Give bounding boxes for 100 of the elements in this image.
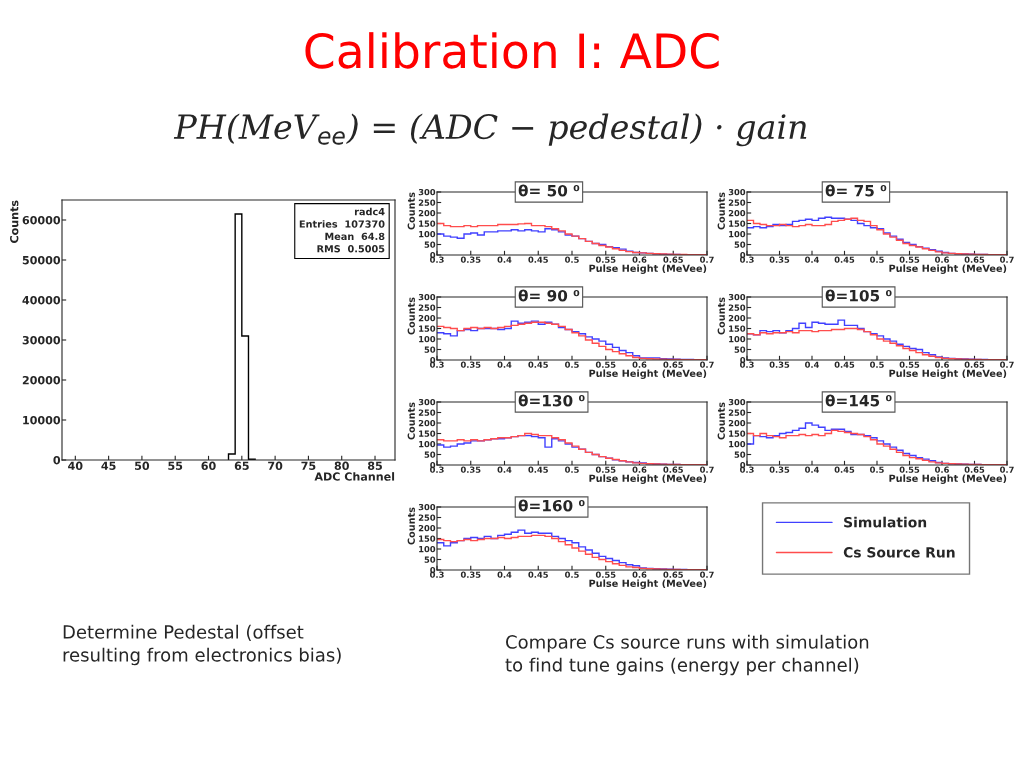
x-tick-label: 0.45	[528, 361, 548, 368]
y-tick-label: 200	[728, 209, 746, 217]
y-tick-label: 300	[728, 293, 746, 301]
y-tick-label: 200	[418, 209, 436, 217]
y-axis-title: Counts	[717, 402, 725, 440]
chart-title: θ= 90 ⁰	[518, 289, 580, 302]
x-tick-label: 0.7	[700, 571, 714, 578]
x-tick-label: 0.6	[935, 256, 949, 263]
text: Determine Pedestal (offset resulting from electronics bias)	[63, 624, 341, 666]
x-tick-label: 0.65	[663, 571, 683, 578]
x-tick-label: 0.5	[565, 466, 579, 473]
y-tick-label: 100	[419, 545, 436, 553]
x-tick-label: 0.5	[870, 256, 884, 263]
y-tick-label: 150	[729, 430, 746, 437]
y-tick-label: 50	[424, 451, 436, 458]
y-tick-label: 250	[418, 304, 436, 311]
x-axis-title: ADC Channel	[314, 472, 395, 481]
x-tick-label: 0.35	[460, 466, 481, 473]
legend-label: Cs Source Run	[843, 547, 955, 558]
x-tick-label: 0.55	[899, 256, 920, 263]
x-tick-label: 0.7	[1000, 466, 1014, 473]
legend-label: Simulation	[844, 516, 927, 528]
y-tick-label: 50	[424, 346, 436, 353]
y-tick-label: 300	[418, 293, 436, 301]
y-tick-label: 150	[419, 220, 436, 227]
chart-title: θ=145 ⁰	[825, 394, 892, 407]
x-tick-label: 0.6	[632, 256, 647, 263]
y-tick-label: 150	[729, 220, 746, 227]
y-axis-title: Counts	[407, 402, 415, 440]
y-tick-label: 20000	[22, 375, 61, 385]
x-tick-label: 85	[367, 461, 382, 470]
y-tick-label: 250	[418, 199, 436, 206]
y-tick-label: 150	[419, 325, 436, 332]
x-tick-label: 65	[234, 461, 249, 470]
chart-title: θ= 50 ⁰	[518, 184, 580, 197]
x-tick-label: 0.7	[1000, 361, 1014, 368]
x-tick-label: 0.45	[528, 256, 548, 263]
x-tick-label: 0.6	[632, 571, 647, 578]
x-tick-label: 0.45	[834, 256, 855, 263]
x-tick-label: 0.55	[595, 361, 616, 368]
y-tick-label: 250	[418, 409, 436, 416]
y-tick-label: 50	[424, 556, 436, 563]
x-tick-label: 0.65	[663, 256, 683, 263]
y-tick-label: 300	[728, 398, 746, 406]
x-tick-label: 0.5	[870, 466, 884, 473]
y-tick-label: 100	[729, 230, 746, 238]
y-axis-title: Counts	[10, 200, 19, 243]
y-tick-label: 50	[424, 241, 436, 248]
x-tick-label: 0.5	[565, 361, 579, 368]
y-tick-label: 250	[728, 409, 746, 416]
x-axis-title: Pulse Height (MeVee)	[589, 264, 707, 274]
x-tick-label: 0.45	[834, 466, 855, 473]
x-tick-label: 0.35	[769, 361, 790, 368]
x-tick-label: 40	[68, 461, 83, 470]
x-tick-label: 0.6	[632, 361, 647, 368]
x-tick-label: 60	[201, 461, 216, 470]
x-tick-label: 0.55	[595, 256, 616, 263]
x-tick-label: 45	[101, 461, 116, 470]
y-tick-label: 200	[728, 419, 746, 427]
y-axis-title: Counts	[407, 297, 415, 335]
x-axis-title: Pulse Height (MeVee)	[889, 369, 1007, 379]
y-tick-label: 150	[419, 535, 436, 542]
y-tick-label: 250	[728, 199, 746, 206]
y-tick-label: 200	[728, 314, 746, 322]
x-tick-label: 0.7	[700, 256, 714, 263]
x-tick-label: 70	[268, 461, 283, 470]
x-tick-label: 0.4	[805, 466, 819, 473]
x-tick-label: 0.35	[460, 361, 481, 368]
y-tick-label: 50000	[22, 255, 61, 265]
x-tick-label: 0.65	[663, 466, 683, 473]
x-tick-label: 75	[301, 461, 316, 470]
annotation: Entries 107370	[299, 220, 385, 228]
x-tick-label: 0.65	[964, 256, 985, 263]
y-tick-label: 40000	[22, 295, 61, 305]
x-tick-label: 0.55	[595, 466, 616, 473]
y-axis-title: Counts	[717, 297, 725, 335]
x-tick-label: 0.6	[935, 466, 949, 473]
x-tick-label: 0.35	[460, 571, 481, 578]
annotation: Mean 64.8	[325, 232, 385, 241]
x-tick-label: 0.7	[700, 466, 714, 473]
x-tick-label: 0.35	[460, 256, 481, 263]
x-tick-label: 0.35	[769, 466, 790, 473]
y-tick-label: 30000	[22, 335, 61, 345]
x-tick-label: 80	[334, 461, 349, 470]
x-axis-title: Pulse Height (MeVee)	[889, 264, 1007, 274]
x-tick-label: 55	[168, 461, 183, 470]
text: Compare Cs source runs with simulation to find tune gains (energy per channel)	[505, 634, 869, 676]
y-tick-label: 100	[419, 440, 436, 448]
chart-title: θ=105 ⁰	[825, 289, 892, 302]
x-tick-label: 50	[135, 461, 150, 470]
y-tick-label: 150	[419, 430, 436, 437]
y-tick-label: 100	[729, 335, 746, 343]
y-tick-label: 100	[419, 335, 436, 343]
chart-title: θ=130 ⁰	[518, 394, 585, 407]
y-tick-label: 100	[419, 230, 436, 238]
y-tick-label: 250	[728, 304, 746, 311]
y-tick-label: 150	[729, 325, 746, 332]
x-tick-label: 0.45	[834, 361, 855, 368]
y-tick-label: 200	[418, 314, 436, 322]
y-tick-label: 50	[734, 346, 746, 353]
